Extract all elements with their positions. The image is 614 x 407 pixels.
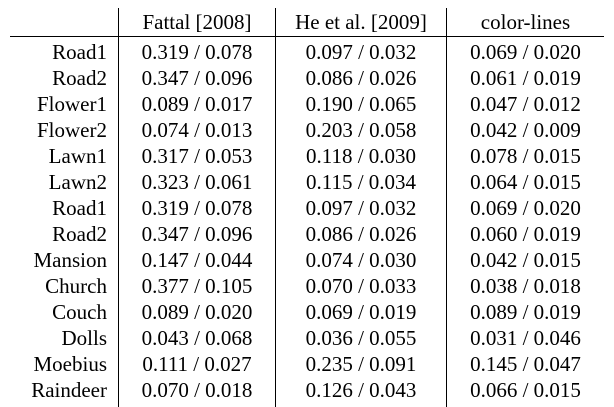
row-label: Lawn2	[10, 169, 119, 195]
column-header-fattal: Fattal [2008]	[119, 8, 276, 37]
column-header-he-et-al: He et al. [2009]	[276, 8, 447, 37]
cell-fattal: 0.317 / 0.053	[119, 143, 276, 169]
row-label: Couch	[10, 299, 119, 325]
cell-he-et-al: 0.074 / 0.030	[276, 247, 447, 273]
cell-color-lines: 0.042 / 0.009	[447, 117, 605, 143]
cell-he-et-al: 0.203 / 0.058	[276, 117, 447, 143]
cell-color-lines: 0.069 / 0.020	[447, 37, 605, 66]
cell-fattal: 0.074 / 0.013	[119, 117, 276, 143]
cell-fattal: 0.377 / 0.105	[119, 273, 276, 299]
row-label: Road2	[10, 65, 119, 91]
cell-color-lines: 0.078 / 0.015	[447, 143, 605, 169]
cell-color-lines: 0.047 / 0.012	[447, 91, 605, 117]
cell-fattal: 0.070 / 0.018	[119, 377, 276, 407]
results-table: Fattal [2008] He et al. [2009] color-lin…	[10, 8, 604, 407]
cell-he-et-al: 0.086 / 0.026	[276, 65, 447, 91]
cell-he-et-al: 0.070 / 0.033	[276, 273, 447, 299]
cell-he-et-al: 0.086 / 0.026	[276, 221, 447, 247]
row-label: Lawn1	[10, 143, 119, 169]
cell-color-lines: 0.031 / 0.046	[447, 325, 605, 351]
row-label: Road1	[10, 195, 119, 221]
cell-fattal: 0.043 / 0.068	[119, 325, 276, 351]
row-label: Flower2	[10, 117, 119, 143]
column-header-color-lines: color-lines	[447, 8, 605, 37]
row-label: Dolls	[10, 325, 119, 351]
cell-he-et-al: 0.097 / 0.032	[276, 37, 447, 66]
cell-color-lines: 0.064 / 0.015	[447, 169, 605, 195]
row-label: Road1	[10, 37, 119, 66]
cell-he-et-al: 0.036 / 0.055	[276, 325, 447, 351]
row-label: Church	[10, 273, 119, 299]
row-label: Raindeer	[10, 377, 119, 407]
cell-he-et-al: 0.126 / 0.043	[276, 377, 447, 407]
cell-he-et-al: 0.235 / 0.091	[276, 351, 447, 377]
cell-color-lines: 0.066 / 0.015	[447, 377, 605, 407]
cell-he-et-al: 0.190 / 0.065	[276, 91, 447, 117]
cell-color-lines: 0.061 / 0.019	[447, 65, 605, 91]
header-row: Fattal [2008] He et al. [2009] color-lin…	[10, 8, 604, 37]
cell-fattal: 0.319 / 0.078	[119, 195, 276, 221]
cell-color-lines: 0.069 / 0.020	[447, 195, 605, 221]
row-label: Flower1	[10, 91, 119, 117]
cell-fattal: 0.089 / 0.017	[119, 91, 276, 117]
cell-fattal: 0.347 / 0.096	[119, 221, 276, 247]
cell-fattal: 0.319 / 0.078	[119, 37, 276, 66]
cell-fattal: 0.323 / 0.061	[119, 169, 276, 195]
cell-he-et-al: 0.115 / 0.034	[276, 169, 447, 195]
cell-fattal: 0.347 / 0.096	[119, 65, 276, 91]
row-label: Mansion	[10, 247, 119, 273]
cell-color-lines: 0.042 / 0.015	[447, 247, 605, 273]
cell-color-lines: 0.089 / 0.019	[447, 299, 605, 325]
cell-color-lines: 0.060 / 0.019	[447, 221, 605, 247]
cell-color-lines: 0.038 / 0.018	[447, 273, 605, 299]
cell-color-lines: 0.145 / 0.047	[447, 351, 605, 377]
header-corner-cell	[10, 8, 119, 37]
cell-he-et-al: 0.069 / 0.019	[276, 299, 447, 325]
row-label: Road2	[10, 221, 119, 247]
cell-he-et-al: 0.118 / 0.030	[276, 143, 447, 169]
row-label: Moebius	[10, 351, 119, 377]
cell-fattal: 0.147 / 0.044	[119, 247, 276, 273]
cell-fattal: 0.111 / 0.027	[119, 351, 276, 377]
cell-he-et-al: 0.097 / 0.032	[276, 195, 447, 221]
cell-fattal: 0.089 / 0.020	[119, 299, 276, 325]
table-header: Fattal [2008] He et al. [2009] color-lin…	[10, 8, 604, 37]
